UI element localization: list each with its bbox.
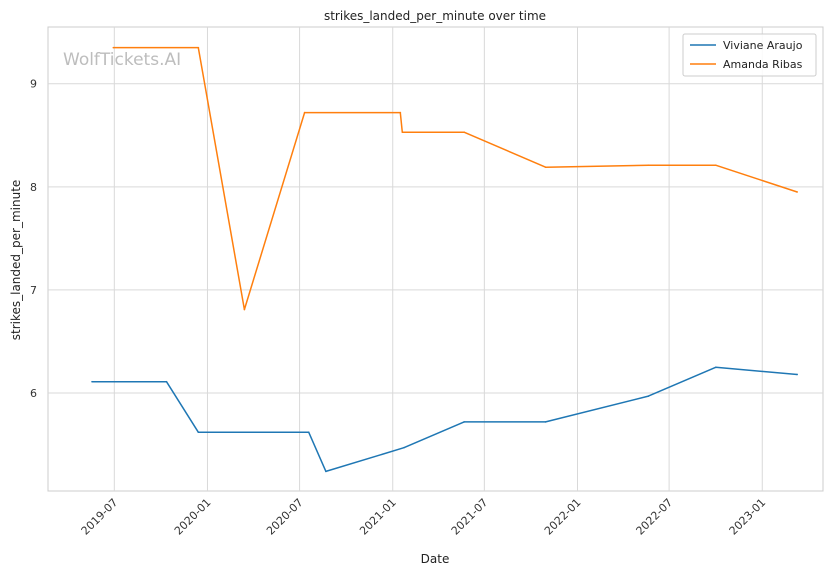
data-point <box>243 308 246 311</box>
data-point <box>165 380 168 383</box>
y-tick-label: 9 <box>30 78 37 91</box>
data-point <box>544 166 547 169</box>
y-tick-label: 7 <box>30 284 37 297</box>
x-tick-labels: 2019-07 2020-01 2020-07 2021-01 2021-07 2022-… <box>79 496 769 538</box>
watermark: WolfTickets.AI <box>63 50 181 70</box>
data-point <box>544 421 547 423</box>
data-point <box>714 366 717 369</box>
data-point <box>463 131 465 133</box>
data-point <box>403 446 405 449</box>
data-point <box>796 373 798 376</box>
data-point <box>796 191 798 193</box>
grid-lines <box>48 27 823 491</box>
x-tick-label: 2022-01 <box>542 496 584 538</box>
legend: Viviane Araujo Amanda Ribas <box>682 33 817 77</box>
data-point <box>325 470 327 473</box>
x-tick-label: 2023-01 <box>727 496 769 538</box>
legend-label: Amanda Ribas <box>723 58 803 71</box>
series-layer <box>91 46 798 473</box>
data-point <box>197 431 200 434</box>
legend-box <box>682 33 817 77</box>
legend-label: Viviane Araujo <box>723 39 803 52</box>
y-tick-labels: 6 7 8 9 <box>30 78 37 400</box>
x-tick-label: 2021-01 <box>357 496 399 538</box>
x-axis-title: Date <box>421 552 450 566</box>
data-point <box>91 380 93 383</box>
y-tick-label: 6 <box>30 387 37 400</box>
y-axis-title: strikes_landed_per_minute <box>9 180 23 341</box>
x-tick-label: 2021-07 <box>449 496 491 538</box>
data-point <box>307 431 310 434</box>
data-point <box>647 164 650 166</box>
data-point <box>647 395 650 397</box>
x-tick-label: 2020-01 <box>172 496 214 538</box>
data-point <box>197 46 200 49</box>
chart-title: strikes_landed_per_minute over time <box>324 9 546 23</box>
data-point <box>401 131 404 133</box>
data-point <box>463 421 465 423</box>
y-tick-label: 8 <box>30 181 37 194</box>
data-point <box>399 111 402 114</box>
data-point <box>112 46 115 49</box>
x-tick-label: 2022-07 <box>634 496 676 538</box>
data-point <box>303 111 306 114</box>
x-tick-label: 2020-07 <box>264 496 306 538</box>
plot-area <box>47 26 824 492</box>
data-point <box>714 164 717 166</box>
x-tick-label: 2019-07 <box>79 496 121 538</box>
